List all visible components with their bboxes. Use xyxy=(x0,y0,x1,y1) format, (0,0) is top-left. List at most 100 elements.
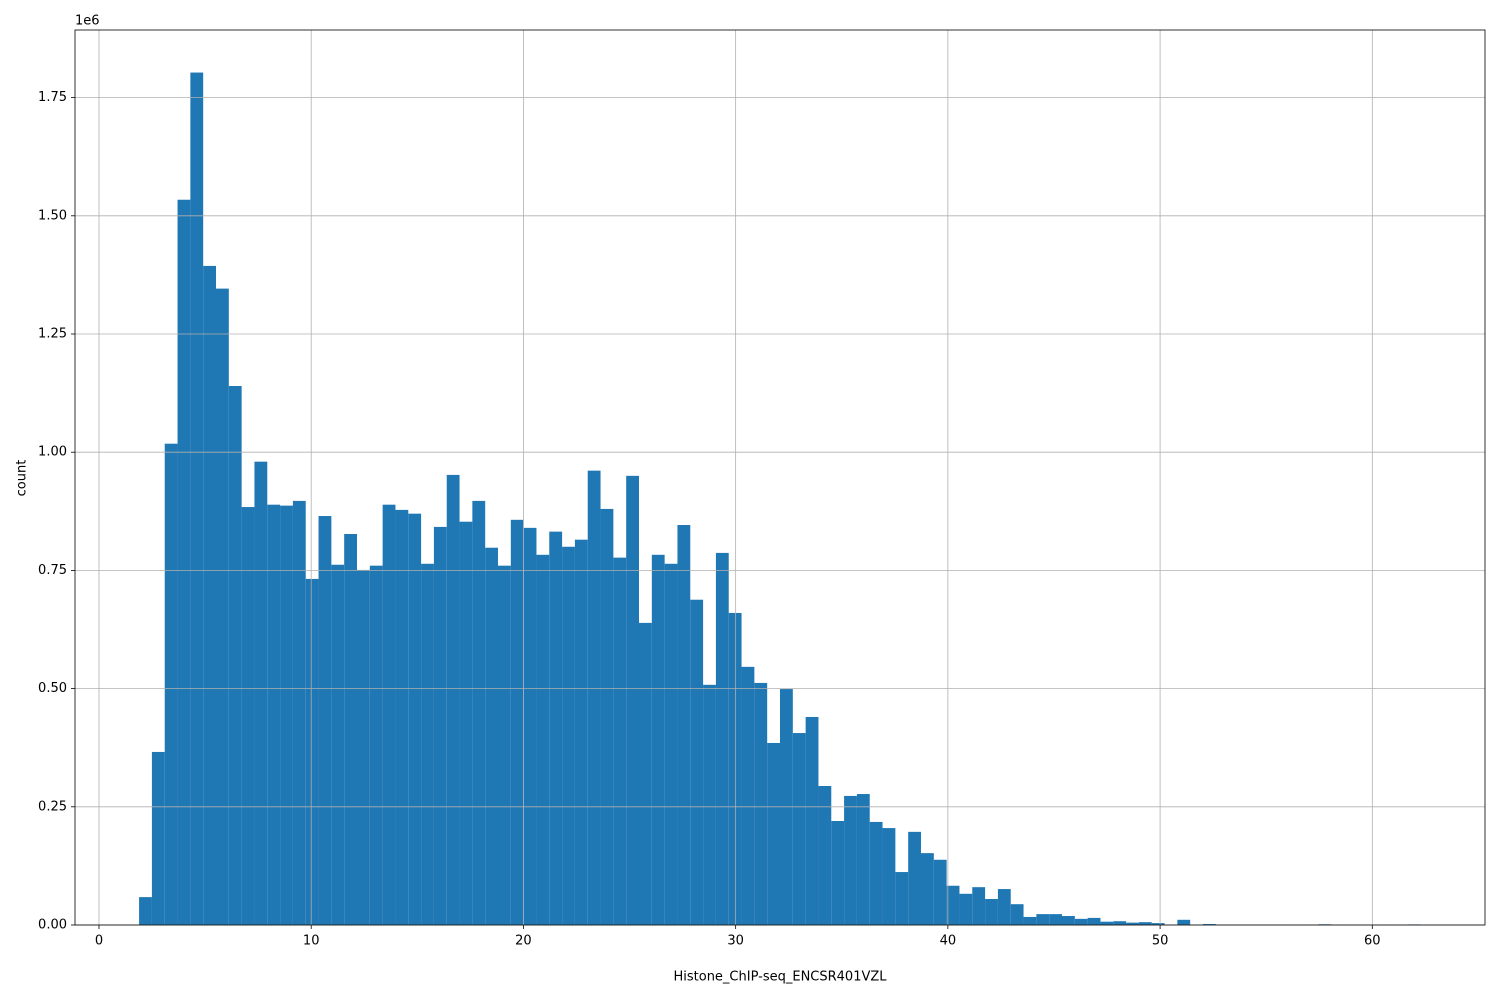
bar xyxy=(446,474,460,925)
bar xyxy=(1126,922,1139,925)
bar xyxy=(267,504,281,925)
bar xyxy=(151,751,165,925)
bar xyxy=(908,831,921,925)
bar xyxy=(626,475,639,925)
y-tick-label: 1.25 xyxy=(38,327,67,342)
bar xyxy=(1023,916,1037,925)
bar xyxy=(715,552,729,925)
x-tick-label: 60 xyxy=(1364,934,1381,949)
x-tick-label: 30 xyxy=(727,934,744,949)
bar xyxy=(190,72,204,925)
bar xyxy=(1087,917,1101,925)
bar xyxy=(613,557,627,925)
x-tick-label: 50 xyxy=(1152,934,1169,949)
x-axis-label: Histone_ChIP-seq_ENCSR401VZL xyxy=(673,970,887,985)
y-tick-label: 1.75 xyxy=(38,90,67,105)
bar xyxy=(587,470,601,925)
bar xyxy=(767,742,780,925)
x-tick-label: 10 xyxy=(303,934,320,949)
bar xyxy=(639,622,652,925)
bar xyxy=(946,885,960,925)
bar xyxy=(754,682,768,925)
y-tick-label: 1.00 xyxy=(38,445,67,460)
bar xyxy=(357,569,370,925)
bar xyxy=(536,554,550,925)
bar xyxy=(985,898,998,925)
bar xyxy=(856,794,870,925)
bar xyxy=(728,612,742,925)
bar xyxy=(395,509,409,925)
bar xyxy=(1036,914,1050,925)
bar xyxy=(651,554,665,925)
bar xyxy=(1100,921,1114,925)
bar xyxy=(818,785,832,925)
bar xyxy=(318,516,332,925)
bar xyxy=(485,547,498,925)
bar xyxy=(1049,914,1062,925)
bar xyxy=(408,513,422,925)
bar xyxy=(792,733,806,925)
bar xyxy=(1203,924,1216,925)
bar xyxy=(498,565,511,925)
bar xyxy=(997,889,1011,925)
bar xyxy=(292,500,306,925)
x-tick-label: 40 xyxy=(940,934,957,949)
bar xyxy=(254,461,268,925)
bar xyxy=(1138,922,1152,925)
bar xyxy=(421,563,434,925)
bar xyxy=(1010,904,1024,925)
bar xyxy=(664,563,678,925)
bar xyxy=(933,859,947,925)
bar xyxy=(882,828,896,925)
bar xyxy=(344,533,357,925)
y-tick-label: 0.50 xyxy=(38,681,67,696)
y-offset-label: 1e6 xyxy=(75,14,100,29)
bar xyxy=(831,820,845,925)
bar xyxy=(600,508,614,925)
bar xyxy=(972,887,986,925)
y-tick-label: 0.25 xyxy=(38,799,67,814)
bar xyxy=(280,505,293,925)
bar xyxy=(844,795,857,925)
bar xyxy=(869,821,883,925)
bar xyxy=(228,386,242,925)
plot-frame xyxy=(74,29,1486,926)
x-tick-label: 20 xyxy=(515,934,532,949)
bar xyxy=(139,897,152,925)
bar xyxy=(177,199,191,926)
bar xyxy=(510,519,524,925)
bar xyxy=(164,443,178,925)
bar xyxy=(574,539,588,925)
bar xyxy=(959,893,973,925)
bar xyxy=(1062,916,1075,925)
bar xyxy=(1074,918,1088,925)
bar xyxy=(703,684,716,925)
x-tick-label: 0 xyxy=(95,934,103,949)
bar xyxy=(472,500,486,925)
bar xyxy=(331,564,345,925)
bar xyxy=(690,599,704,925)
bar xyxy=(805,716,819,925)
bar xyxy=(895,872,909,925)
bar xyxy=(921,853,934,925)
bar xyxy=(741,666,755,925)
bar xyxy=(203,265,216,926)
bar xyxy=(216,288,229,925)
bar xyxy=(369,565,383,925)
bar xyxy=(562,546,575,925)
bar xyxy=(433,526,447,925)
bar xyxy=(382,504,396,925)
y-tick-label: 0.00 xyxy=(38,918,67,933)
bar xyxy=(1113,921,1127,925)
y-axis-label: count xyxy=(15,460,30,497)
y-tick-label: 1.50 xyxy=(38,208,67,223)
bar xyxy=(523,527,537,925)
bar xyxy=(305,578,319,925)
bar xyxy=(1151,923,1165,925)
bar xyxy=(1177,919,1191,925)
bar xyxy=(677,525,691,925)
bar xyxy=(459,521,473,925)
bar xyxy=(549,531,563,925)
bar xyxy=(241,507,255,925)
